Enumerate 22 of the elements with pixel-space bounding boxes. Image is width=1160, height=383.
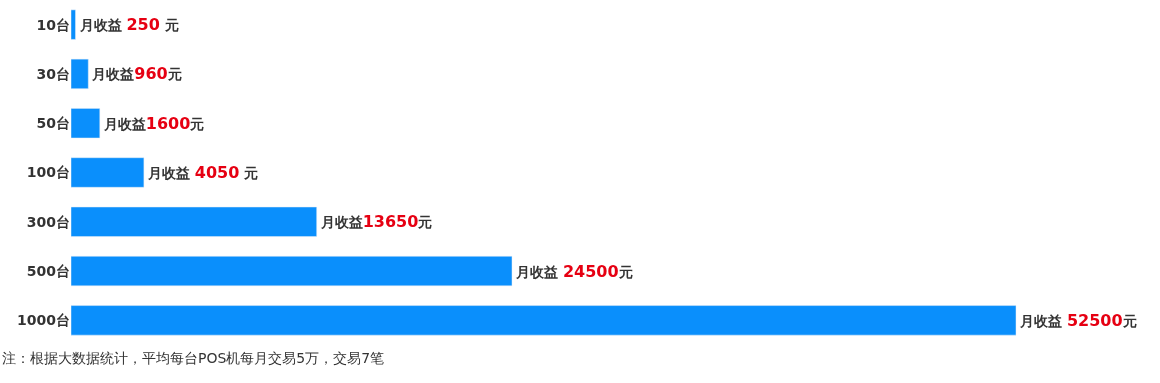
annotation: 注：根据大数据统计，平均每台POS机每月交易5万，交易7笔 (2, 350, 385, 366)
bar (71, 256, 513, 287)
data-label: 月收益 52500元 (1019, 310, 1137, 330)
y-tick-label: 1000台 (17, 312, 70, 329)
y-tick-label: 50台 (36, 115, 70, 132)
bar (71, 305, 1017, 336)
data-label: 月收益960元 (91, 64, 182, 84)
data-label: 月收益 250 元 (78, 15, 179, 35)
bar (71, 206, 317, 237)
y-tick-label: 30台 (36, 65, 70, 82)
bar (71, 9, 76, 40)
y-tick-label: 500台 (26, 262, 70, 279)
y-tick-label: 10台 (36, 16, 70, 33)
data-label: 月收益 24500元 (515, 261, 633, 281)
bar (71, 108, 101, 139)
y-tick-label: 300台 (26, 213, 70, 230)
bar (71, 157, 145, 188)
data-label: 月收益1600元 (102, 113, 205, 133)
data-label: 月收益13650元 (319, 212, 433, 232)
data-label: 月收益 4050 元 (146, 163, 259, 182)
bar (71, 58, 89, 89)
y-tick-label: 100台 (26, 164, 70, 181)
